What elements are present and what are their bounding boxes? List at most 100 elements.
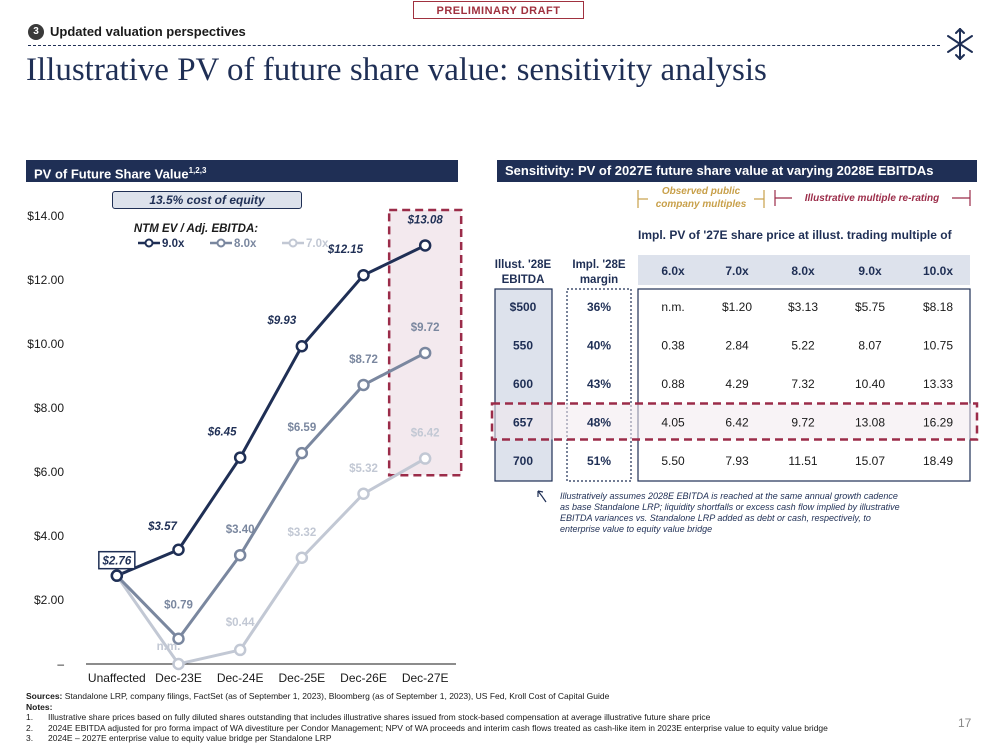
- x-tick-label: Dec-25E: [278, 671, 325, 685]
- data-label-9.0x: $12.15: [327, 244, 364, 256]
- value-cell: 7.93: [725, 454, 749, 468]
- value-cell: 4.05: [661, 416, 685, 430]
- y-tick-label: $2.00: [34, 593, 64, 607]
- section-number: 3: [28, 24, 44, 40]
- data-label-9.0x: $6.45: [207, 427, 237, 439]
- value-cell: 0.38: [661, 339, 685, 353]
- value-cell: 13.08: [855, 416, 885, 430]
- chart-panel-header-footnote: 1,2,3: [188, 166, 207, 175]
- data-point-7.0x: [357, 487, 370, 501]
- chart-panel-header-text: PV of Future Share Value: [34, 166, 189, 182]
- data-point-9.0x: [295, 339, 309, 353]
- legend-title: NTM EV / Adj. EBITDA:: [134, 223, 258, 235]
- data-label-9.0x: $2.76: [101, 556, 131, 568]
- table-callout-note: Illustratively assumes 2028E EBITDA is r…: [560, 491, 900, 534]
- data-label-8.0x: $3.40: [226, 524, 255, 536]
- margin-cell: 48%: [587, 416, 611, 430]
- data-point-7.0x: [295, 551, 309, 565]
- draft-stamp: PRELIMINARY DRAFT: [413, 1, 584, 19]
- value-cell: 16.29: [923, 416, 953, 430]
- series-line-8.0x: [115, 351, 426, 642]
- value-cell: 7.32: [791, 377, 815, 391]
- margin-col-header: margin: [580, 274, 618, 286]
- share-value-line-chart: – $2.00 $4.00 $6.00 $8.00 $10.00 $12.00 $14.00 U…: [27, 208, 463, 685]
- y-tick-label: –: [57, 657, 64, 671]
- observed-label: company multiples: [656, 199, 747, 210]
- data-point-9.0x: [233, 451, 247, 464]
- margin-cell: 40%: [587, 339, 611, 353]
- ebitda-cell: $500: [510, 300, 537, 314]
- value-cell: 4.29: [725, 377, 749, 391]
- data-point-7.0x: [418, 452, 432, 465]
- multiple-header: 7.0x: [725, 264, 749, 278]
- data-point-9.0x: [110, 569, 124, 582]
- data-label-9.0x: $13.08: [407, 214, 444, 226]
- highlight-box-dec-27e: [387, 208, 463, 477]
- value-cell: 2.84: [725, 339, 749, 353]
- snowflake-logo-icon: [947, 28, 973, 60]
- data-point-9.0x: [172, 543, 185, 557]
- margin-col-header: Impl. '28E: [572, 259, 626, 271]
- data-label-9.0x: $3.57: [147, 521, 177, 533]
- margin-cell: 51%: [587, 454, 611, 468]
- ebitda-cell: 600: [513, 377, 533, 391]
- y-tick-label: $4.00: [34, 529, 64, 543]
- sensitivity-panel-header: Sensitivity: PV of 2027E future share va…: [497, 160, 977, 182]
- callout-arrowhead-icon: [537, 490, 544, 497]
- page-title: Illustrative PV of future share value: s…: [26, 52, 767, 88]
- data-label-7.0x: $6.42: [411, 428, 440, 440]
- multiple-header: 10.0x: [923, 264, 953, 278]
- footer-notes: Sources: Standalone LRP, company filings…: [26, 691, 966, 744]
- page-number: 17: [958, 716, 972, 730]
- note-item: 3. 2024E – 2027E enterprise value to equi…: [26, 733, 332, 743]
- rerating-label: Illustrative multiple re-rating: [805, 193, 939, 204]
- y-tick-label: $10.00: [27, 337, 64, 351]
- ebitda-cell: 550: [513, 339, 533, 353]
- legend-label-7.0x: 7.0x: [306, 238, 329, 250]
- legend-label-8.0x: 8.0x: [234, 238, 257, 250]
- y-tick-label: $8.00: [34, 401, 64, 415]
- value-cell: $5.75: [855, 300, 885, 314]
- unaffected-value-box: [98, 550, 136, 570]
- x-tick-label: Dec-24E: [217, 671, 264, 685]
- data-label-8.0x: $6.59: [287, 422, 316, 434]
- matrix-title: Impl. PV of '27E share price at illust. …: [638, 228, 953, 242]
- data-label-8.0x: $0.79: [164, 600, 193, 612]
- value-cell: $8.18: [923, 300, 953, 314]
- y-tick-label: $12.00: [27, 273, 64, 287]
- ebitda-col-header: Illust. '28E: [495, 259, 552, 271]
- y-tick-label: $14.00: [27, 209, 64, 223]
- data-label-9.0x: $9.93: [266, 315, 296, 327]
- data-label-7.0x: n.m.: [157, 641, 181, 653]
- data-point-8.0x: [172, 632, 185, 645]
- notes-label: Notes:: [26, 701, 53, 712]
- data-label-8.0x: $9.72: [411, 322, 440, 334]
- x-tick-label: Unaffected: [88, 671, 146, 685]
- value-cell: 18.49: [923, 454, 953, 468]
- value-cell: 9.72: [791, 416, 815, 430]
- section-rule: [28, 45, 940, 46]
- multiples-header-band: [638, 255, 970, 285]
- data-point-9.0x: [357, 268, 370, 282]
- multiple-header: 9.0x: [858, 264, 882, 278]
- value-cell: $3.13: [788, 300, 818, 314]
- data-point-8.0x: [233, 548, 247, 562]
- ebitda-cell: 657: [513, 416, 533, 430]
- value-cell: 5.50: [661, 454, 685, 468]
- value-cell: 10.75: [923, 339, 953, 353]
- value-cell: 13.33: [923, 377, 953, 391]
- legend-label-9.0x: 9.0x: [162, 238, 185, 250]
- multiple-header: 8.0x: [791, 264, 815, 278]
- observed-label: Observed public: [662, 186, 741, 197]
- data-label-7.0x: $5.32: [349, 463, 378, 475]
- data-label-7.0x: $0.44: [226, 617, 255, 629]
- note-item: 1. Illustrative share prices based on ful…: [26, 712, 711, 722]
- value-cell: 11.51: [788, 454, 817, 468]
- sources-line: Sources: Standalone LRP, company filings…: [26, 691, 610, 701]
- legend-marker-9.0x: [144, 238, 154, 248]
- legend-marker-7.0x: [288, 238, 298, 248]
- margin-cell: 36%: [587, 300, 611, 314]
- series-line-9.0x: [116, 244, 426, 578]
- value-cell: $1.20: [722, 300, 752, 314]
- chart-panel-header: PV of Future Share Value1,2,3: [26, 160, 458, 182]
